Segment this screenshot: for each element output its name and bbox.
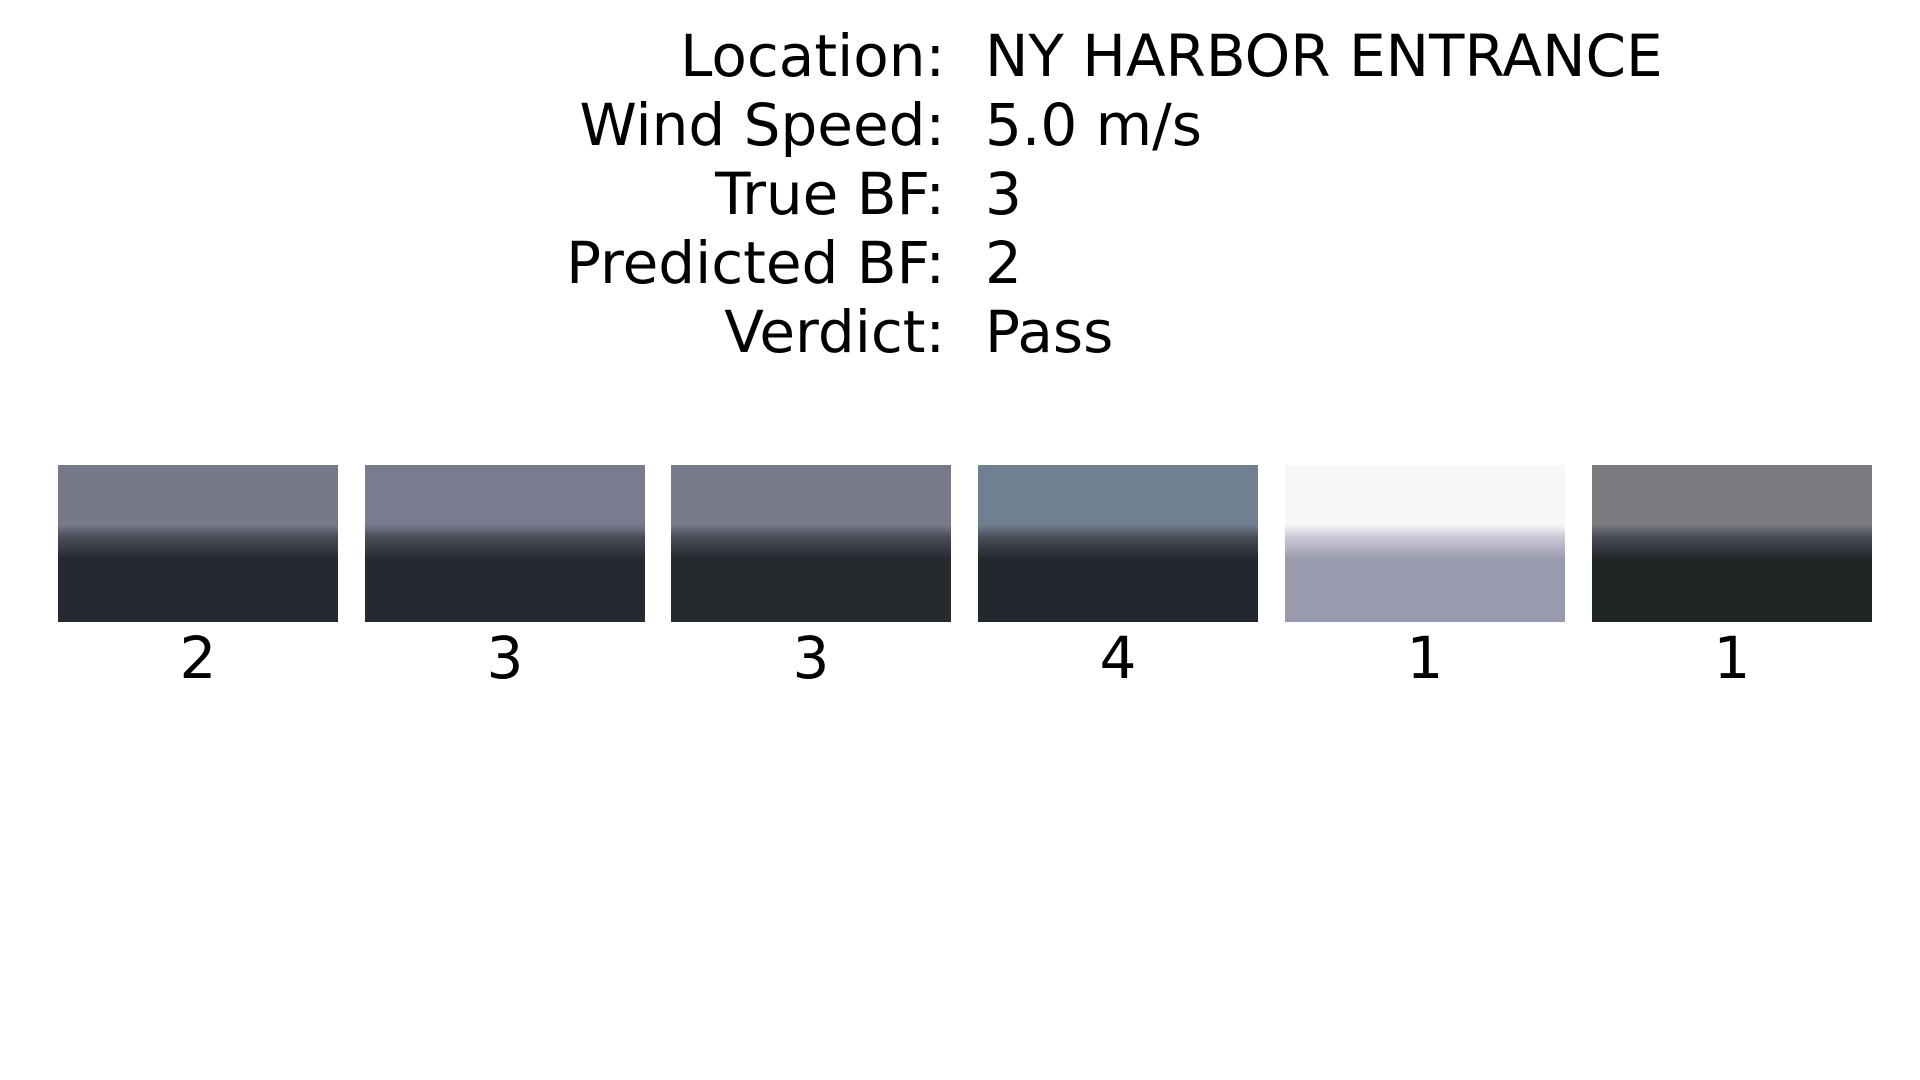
wind-speed-label: Wind Speed:: [579, 91, 945, 159]
location-label: Location:: [680, 22, 945, 90]
location-value: NY HARBOR ENTRANCE: [985, 22, 1663, 90]
info-row-location: Location: NY HARBOR ENTRANCE: [0, 22, 1920, 91]
predicted-bf-label: Predicted BF:: [566, 229, 945, 297]
wind-speed-value: 5.0 m/s: [985, 91, 1202, 159]
thumbnail-5: 1: [1285, 465, 1565, 694]
sea-image-6: [1592, 465, 1872, 622]
thumbnail-strip: 2 3 3 4 1 1: [58, 465, 1878, 695]
sea-image-2: [365, 465, 645, 622]
thumbnail-3: 3: [671, 465, 951, 694]
info-panel: Location: NY HARBOR ENTRANCE Wind Speed:…: [0, 22, 1920, 367]
thumbnail-6: 1: [1592, 465, 1872, 694]
predicted-bf-value: 2: [985, 229, 1022, 297]
thumbnail-label-1: 2: [179, 624, 217, 692]
sea-image-5: [1285, 465, 1565, 622]
info-row-wind-speed: Wind Speed: 5.0 m/s: [0, 91, 1920, 160]
verdict-label: Verdict:: [724, 298, 945, 366]
verdict-value: Pass: [985, 298, 1114, 366]
thumbnail-label-3: 3: [792, 624, 830, 692]
sea-image-3: [671, 465, 951, 622]
thumbnail-label-5: 1: [1406, 624, 1444, 692]
info-row-predicted-bf: Predicted BF: 2: [0, 229, 1920, 298]
sea-image-4: [978, 465, 1258, 622]
thumbnail-2: 3: [365, 465, 645, 694]
sea-image-1: [58, 465, 338, 622]
thumbnail-label-2: 3: [486, 624, 524, 692]
thumbnail-label-4: 4: [1099, 624, 1137, 692]
true-bf-label: True BF:: [715, 160, 945, 228]
thumbnail-label-6: 1: [1713, 624, 1751, 692]
true-bf-value: 3: [985, 160, 1022, 228]
thumbnail-4: 4: [978, 465, 1258, 694]
thumbnail-1: 2: [58, 465, 338, 694]
info-row-true-bf: True BF: 3: [0, 160, 1920, 229]
info-row-verdict: Verdict: Pass: [0, 298, 1920, 367]
